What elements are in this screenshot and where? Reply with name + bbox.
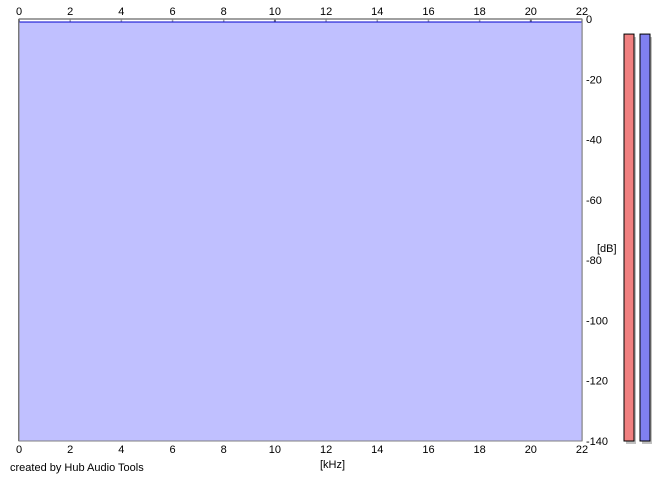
y-tick-label: -100 — [586, 315, 608, 327]
x-tick-labels-bottom: 0 2 4 6 8 10 12 14 16 18 20 22 — [16, 444, 588, 456]
x-tick-label: 20 — [525, 6, 537, 18]
level-meter-red — [623, 33, 635, 442]
level-meters — [623, 33, 652, 444]
level-meter-blue — [639, 33, 651, 442]
x-tick-label: 12 — [320, 444, 332, 456]
credit-text: created by Hub Audio Tools — [10, 462, 144, 474]
x-tick-labels-top: 0 2 4 6 8 10 12 14 16 18 20 22 — [16, 6, 588, 18]
x-tick-label: 10 — [269, 444, 281, 456]
x-tick-label: 22 — [576, 444, 588, 456]
x-tick-label: 14 — [371, 6, 383, 18]
x-tick-label: 22 — [576, 6, 588, 18]
y-tick-label: -120 — [586, 376, 608, 388]
x-tick-label: 18 — [474, 444, 486, 456]
x-tick-label: 6 — [169, 6, 175, 18]
series-lines — [18, 18, 583, 442]
plot-border — [18, 18, 583, 442]
x-tick-label: 10 — [269, 6, 281, 18]
y-tick-label: -80 — [586, 255, 602, 267]
x-tick-label: 16 — [422, 444, 434, 456]
x-tick-label: 8 — [221, 444, 227, 456]
x-tick-label: 8 — [221, 6, 227, 18]
x-tick-label: 16 — [422, 6, 434, 18]
y-tick-label: -20 — [586, 74, 602, 86]
spectrum-area-fill — [19, 22, 582, 441]
x-tick-label: 20 — [525, 444, 537, 456]
y-tick-label: -40 — [586, 135, 602, 147]
x-tick-label: 6 — [169, 444, 175, 456]
y-tick-label: -140 — [586, 436, 608, 448]
x-axis-label: [kHz] — [320, 459, 345, 471]
x-tick-label: 12 — [320, 6, 332, 18]
x-tick-label: 2 — [67, 444, 73, 456]
x-tick-label: 4 — [118, 6, 124, 18]
x-tick-label: 0 — [16, 6, 22, 18]
x-tick-label: 2 — [67, 6, 73, 18]
x-tick-label: 18 — [474, 6, 486, 18]
y-tick-labels: 0 -20 -40 -60 -80 -100 -120 -140 — [586, 14, 608, 448]
x-tick-label: 14 — [371, 444, 383, 456]
x-tick-label: 0 — [16, 444, 22, 456]
y-tick-label: -60 — [586, 195, 602, 207]
x-tick-label: 4 — [118, 444, 124, 456]
y-axis-label: [dB] — [597, 243, 617, 255]
y-tick-label: 0 — [586, 14, 592, 26]
